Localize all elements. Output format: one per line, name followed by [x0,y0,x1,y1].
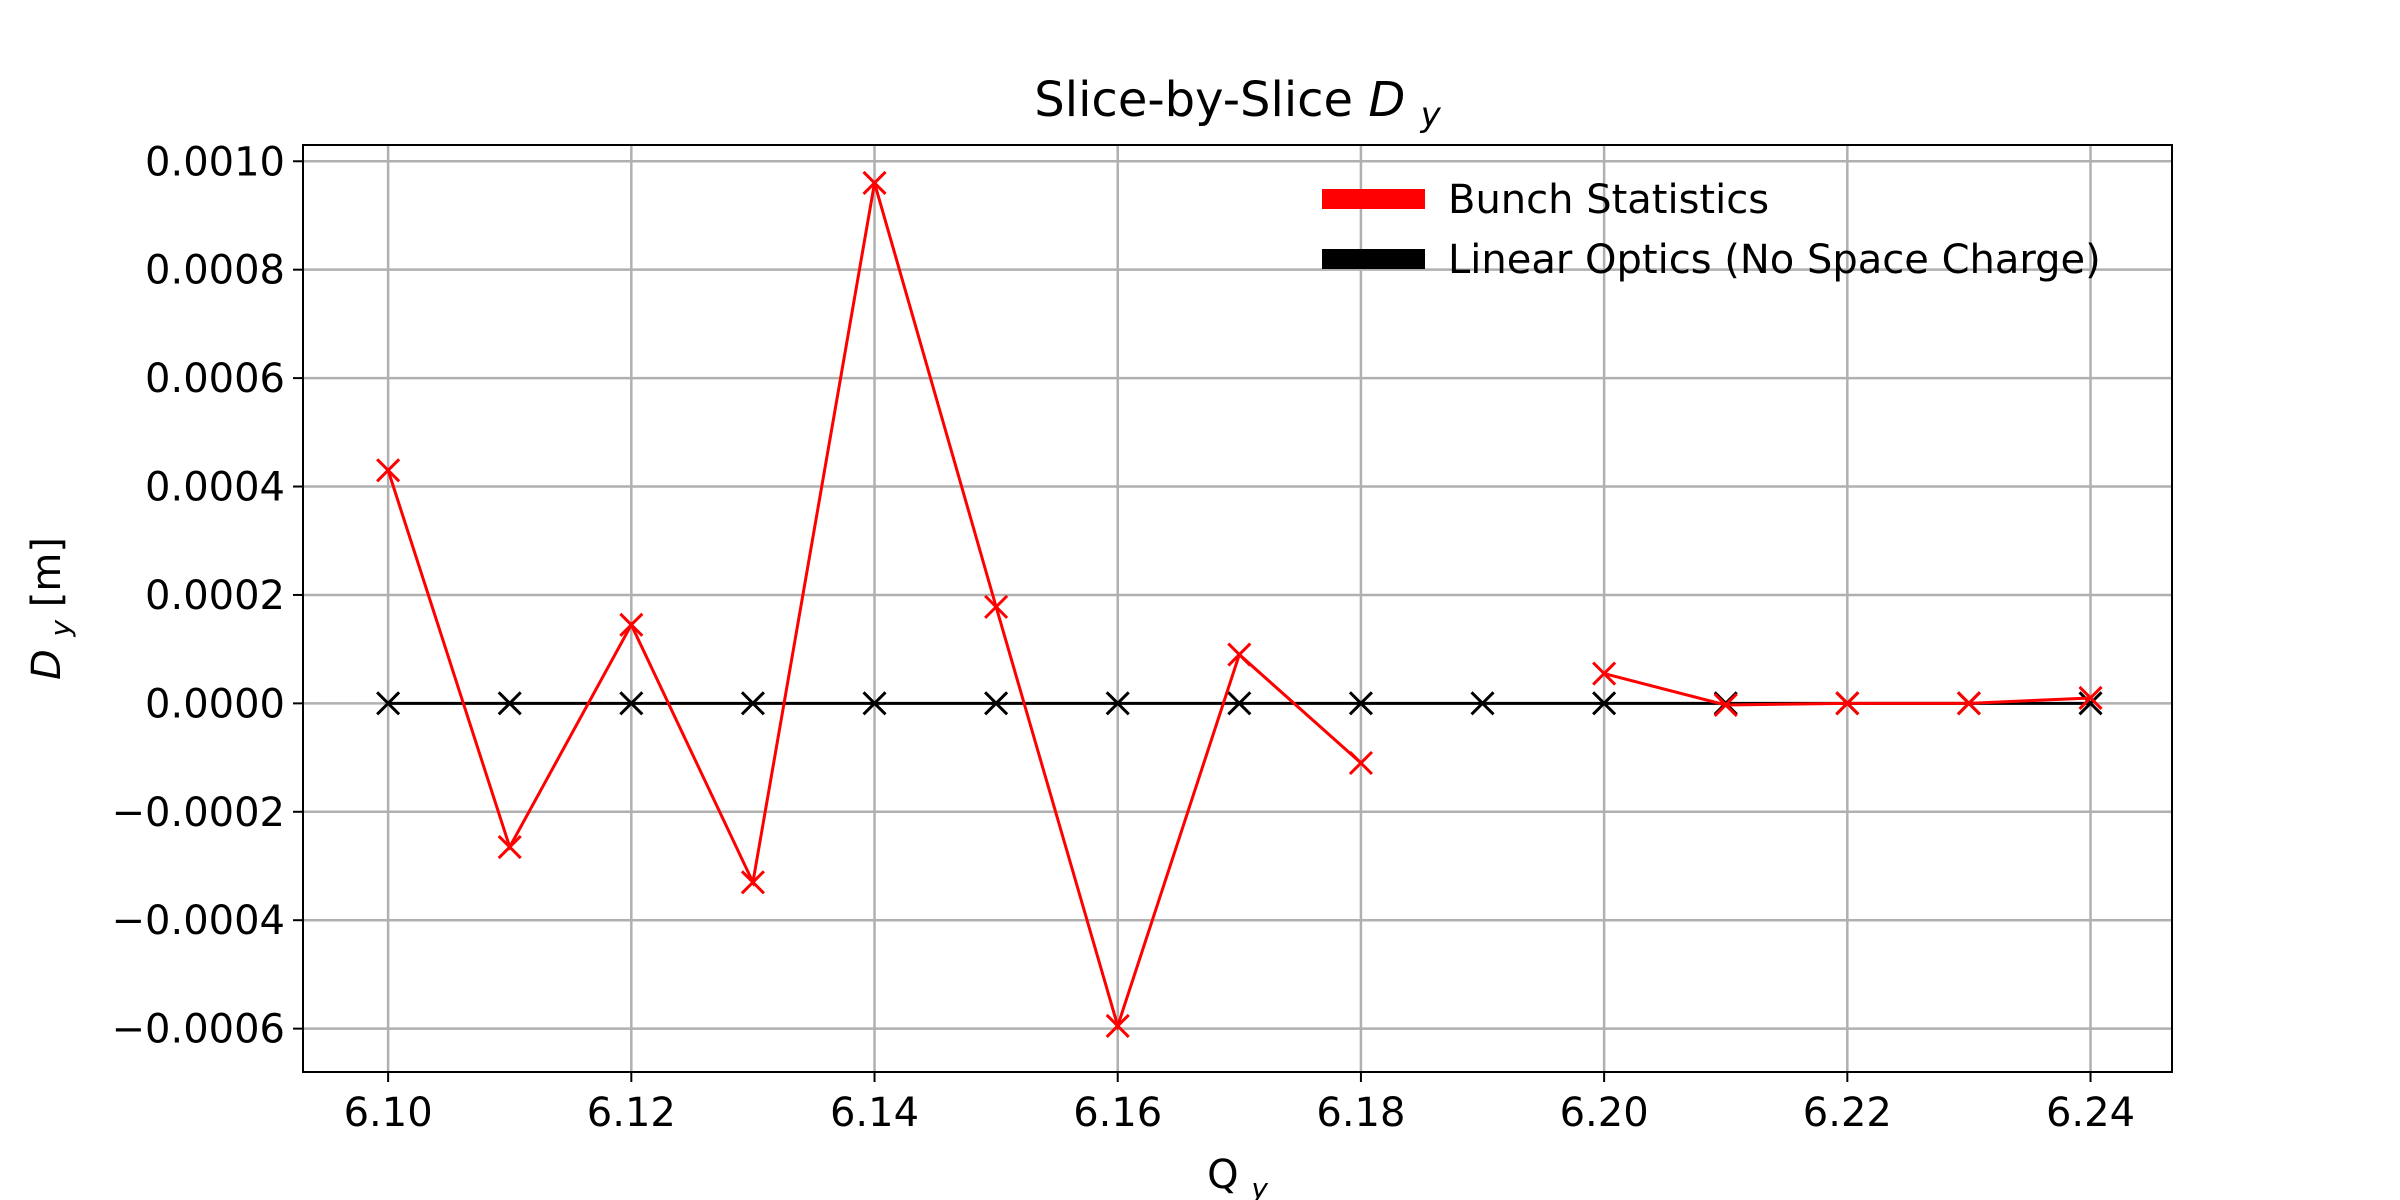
data-point-marker [984,691,1009,716]
data-point-marker [1105,691,1130,716]
x-tick-label: 6.22 [1803,1090,1892,1136]
data-point-marker [862,691,887,716]
y-tick-label: −0.0002 [112,790,285,836]
chart-title-text: Slice-by-Slice [1034,72,1353,128]
data-point-marker [497,834,522,860]
data-point-marker [2078,691,2103,716]
data-point-marker [1348,691,1373,716]
series-0 [376,170,2103,1038]
x-tick-label: 6.14 [830,1090,919,1136]
plot-frame [302,144,2173,1073]
chart-title: Slice-by-Slice D y [1034,72,1441,135]
y-tick-label: −0.0004 [112,898,285,944]
data-point-marker [740,691,765,716]
data-point-marker [740,870,765,895]
data-point-marker [497,691,522,716]
y-tick-label: 0.0006 [145,356,285,402]
data-point-marker [619,691,644,716]
data-point-marker [1227,691,1252,716]
tick-layer: 6.10 6.12 6.14 6.16 6.18 6.20 6.22 6.24 −0.0006 −… [112,139,2136,1136]
data-point-marker [862,170,887,196]
data-point-marker [1956,691,1981,716]
y-axis-label-unit: [m] [24,537,70,607]
y-tick-label: 0.0000 [145,681,285,727]
x-tick-label: 6.16 [1073,1090,1162,1136]
data-point-marker [2078,685,2103,711]
x-tick-label: 6.12 [587,1090,676,1136]
x-axis-label-sub: y [1250,1172,1268,1200]
data-point-marker [1227,642,1252,667]
x-tick-label: 6.18 [1316,1090,1405,1136]
y-axis-label: D y [m] [24,537,80,680]
x-tick-label: 6.24 [2046,1090,2135,1136]
chart-title-symbol-sub: y [1420,95,1442,135]
data-point-marker [619,612,644,637]
data-point-marker [1713,692,1738,718]
x-axis-label: Q y [1207,1152,1268,1200]
y-tick-label: 0.0008 [145,248,285,294]
data-point-marker [376,458,401,483]
y-tick-label: 0.0004 [145,465,285,511]
y-tick-label: 0.0010 [145,139,285,185]
data-point-marker [1105,1013,1130,1038]
data-point-marker [376,691,401,716]
data-point-marker [1470,691,1495,716]
data-point-marker [1835,691,1860,716]
y-tick-label: −0.0006 [112,1007,285,1053]
data-point-marker [1592,691,1617,716]
legend-label: Bunch Statistics [1448,177,1769,223]
y-tick-label: 0.0002 [145,573,285,619]
data-layer [376,170,2103,1038]
chart-title-symbol: D [1368,72,1405,128]
data-point-marker [1348,750,1373,776]
legend-label: Linear Optics (No Space Charge) [1448,237,2101,283]
x-tick-label: 6.20 [1560,1090,1649,1136]
x-axis-label-main: Q [1207,1152,1238,1198]
grid-layer [303,145,2172,1072]
data-point-marker [1592,661,1617,686]
legend: Bunch Statistics Linear Optics (No Space … [1322,177,2101,283]
y-axis-label-main: D [24,649,70,680]
x-tick-label: 6.10 [344,1090,433,1136]
data-point-marker [984,594,1009,619]
y-axis-label-sub: y [44,619,77,637]
